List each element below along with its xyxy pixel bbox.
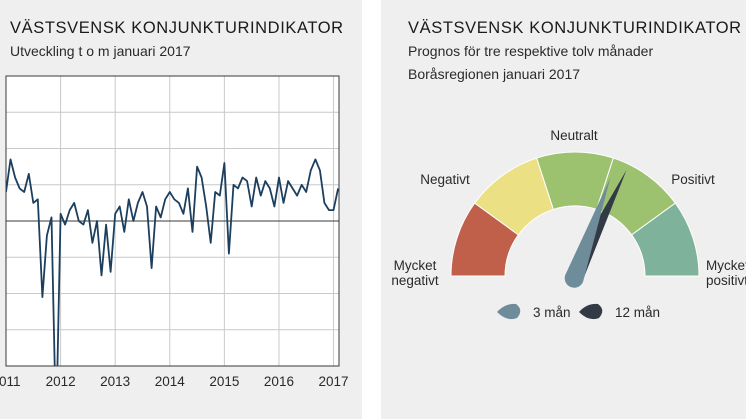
x-tick-label: 2015 (209, 374, 239, 389)
plot-frame (5, 75, 340, 367)
line-chart: 2011 2012 2013 2014 2015 2016 2017 (0, 75, 349, 389)
gauge-segment-label: Mycket positivt (706, 258, 746, 288)
gauge-label-line: Positivt (671, 172, 715, 187)
x-tick-label: 2012 (46, 374, 76, 389)
gauge-label-line: Negativt (420, 172, 470, 187)
gauge-segment (630, 202, 700, 277)
series-line (6, 158, 339, 366)
needle-3m (564, 178, 611, 288)
legend-12m-label: 12 mån (615, 305, 660, 320)
x-tick-label: 2013 (100, 374, 130, 389)
x-tick-label: 2011 (0, 374, 21, 389)
gauge-segment-label: Positivt (671, 172, 715, 187)
gauge-segment-label: Neutralt (550, 128, 598, 143)
x-tick-label: 2014 (155, 374, 186, 389)
right-chart-subtitle-2: Boråsregionen januari 2017 (408, 66, 581, 82)
legend-12m-marker (579, 303, 603, 320)
gauge-segment-label: Negativt (420, 172, 470, 187)
right-chart-panel: VÄSTSVENSK KONJUNKTURINDIKATOR Prognos f… (381, 0, 746, 419)
x-tick-label: 2016 (264, 374, 294, 389)
right-chart-title: VÄSTSVENSK KONJUNKTURINDIKATOR (408, 19, 742, 37)
left-chart-panel: VÄSTSVENSK KONJUNKTURINDIKATOR Utvecklin… (0, 0, 362, 419)
left-chart-title: VÄSTSVENSK KONJUNKTURINDIKATOR (10, 19, 344, 37)
x-tick-label: 2017 (319, 374, 349, 389)
right-chart-subtitle-1: Prognos för tre respektive tolv månader (408, 43, 654, 59)
gauge-segment-label: Mycket negativt (391, 258, 439, 288)
legend-3m-label: 3 mån (533, 305, 571, 320)
gauge-chart: Mycket negativtNegativtNeutraltPositivtMy… (391, 128, 746, 320)
gauge-label-line: negativt (391, 273, 439, 288)
gauge-label-line: positivt (706, 273, 746, 288)
gauge-label-line: Mycket (706, 258, 746, 273)
gauge-label-line: Neutralt (550, 128, 598, 143)
gauge-label-line: Mycket (394, 258, 437, 273)
left-chart-subtitle: Utveckling t o m januari 2017 (10, 43, 191, 59)
legend-3m-marker (497, 303, 521, 320)
